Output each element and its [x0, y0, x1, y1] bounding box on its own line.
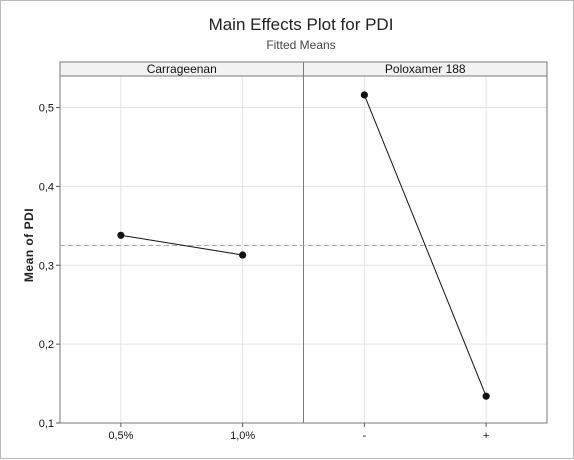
y-axis-label: Mean of PDI [22, 208, 36, 282]
data-point [239, 251, 247, 259]
data-point [117, 231, 125, 239]
y-tick-label: 0,4 [39, 181, 54, 193]
panel-header-label: Carrageenan [147, 62, 217, 76]
x-tick-label: 1,0% [230, 430, 255, 442]
y-tick-label: 0,2 [39, 339, 54, 351]
chart-layer: Carrageenan 0,5% 1,0% Poloxamer 188 - +0,1 0,2… [39, 61, 548, 442]
chart-subtitle: Fitted Means [266, 38, 335, 52]
data-point [482, 392, 490, 400]
panel-border [303, 75, 548, 424]
y-tick-label: 0,3 [39, 260, 54, 272]
x-tick-label: 0,5% [108, 430, 133, 442]
data-point [360, 91, 368, 99]
y-tick-label: 0,5 [39, 103, 54, 115]
x-tick-label: + [483, 430, 489, 442]
x-tick-label: - [363, 430, 367, 442]
series-line [120, 234, 243, 256]
series-line [363, 94, 487, 397]
y-tick-label: 0,1 [39, 418, 54, 430]
panel-header-label: Poloxamer 188 [385, 62, 466, 76]
chart-title: Main Effects Plot for PDI [209, 15, 394, 34]
panel-border [59, 75, 304, 424]
